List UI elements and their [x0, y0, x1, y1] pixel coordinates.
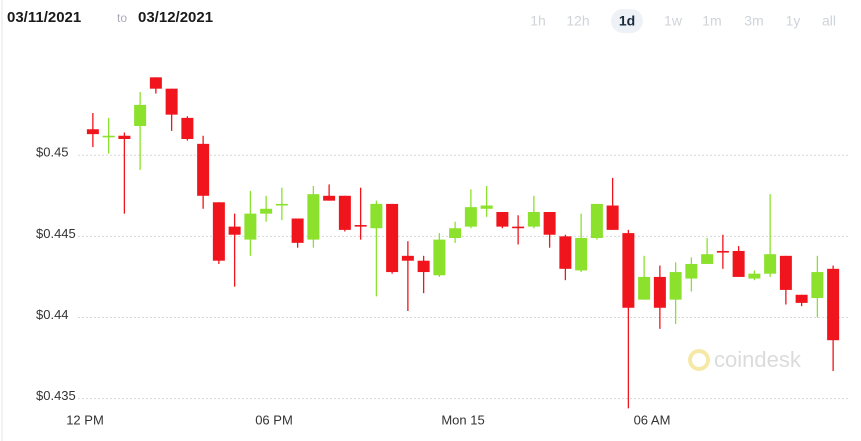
- range-button[interactable]: 1d: [619, 13, 635, 29]
- candle-body: [779, 255, 792, 290]
- range-button[interactable]: all: [822, 13, 836, 29]
- candle-body: [512, 226, 525, 229]
- candle-body: [606, 205, 619, 230]
- candle-body: [685, 263, 698, 279]
- candle-body: [149, 77, 162, 89]
- candle-body: [701, 254, 714, 264]
- y-tick-label: $0.445: [36, 226, 76, 241]
- candles: [86, 77, 840, 409]
- candle-body: [827, 268, 840, 341]
- range-button[interactable]: 1m: [702, 13, 721, 29]
- x-tick-label: 06 AM: [634, 412, 671, 427]
- candle-body: [118, 135, 131, 139]
- date-to: 03/12/2021: [138, 9, 213, 26]
- range-button[interactable]: 3m: [744, 13, 763, 29]
- candle-body: [134, 104, 147, 127]
- candle-body: [748, 273, 761, 279]
- candle-body: [590, 203, 603, 238]
- candle-body: [543, 212, 556, 235]
- candle-body: [575, 237, 588, 271]
- watermark-text: coindesk: [714, 347, 802, 372]
- candle-body: [275, 203, 288, 206]
- candle-body: [622, 233, 635, 308]
- candle-body: [260, 208, 273, 214]
- candle-body: [480, 205, 493, 209]
- candle-body: [496, 212, 509, 227]
- candle-body: [732, 250, 745, 277]
- candle-body: [449, 228, 462, 238]
- candle-body: [417, 260, 430, 273]
- candle-body: [197, 143, 210, 196]
- candle-body: [653, 276, 666, 308]
- date-from: 03/11/2021: [7, 9, 81, 26]
- watermark-logo: [688, 349, 710, 371]
- candle-body: [244, 213, 257, 240]
- range-button[interactable]: 1w: [664, 13, 683, 29]
- candle-body: [307, 194, 320, 240]
- range-active-bg: [611, 9, 643, 33]
- y-tick-label: $0.45: [36, 145, 69, 160]
- y-tick-label: $0.44: [36, 307, 69, 322]
- range-button[interactable]: 12h: [566, 13, 589, 29]
- candle-body: [291, 218, 304, 243]
- candle-body: [370, 203, 383, 229]
- x-tick-label: 06 PM: [255, 412, 293, 427]
- candle-body: [811, 272, 824, 299]
- candle-body: [559, 236, 572, 269]
- range-button[interactable]: 1h: [530, 13, 546, 29]
- candle-body: [102, 135, 115, 138]
- candle-body: [638, 276, 651, 300]
- candle-body: [323, 195, 336, 201]
- candle-body: [165, 88, 178, 115]
- candle-body: [212, 202, 225, 261]
- candle-body: [433, 239, 446, 276]
- date-sep: to: [117, 11, 127, 25]
- candle-body: [228, 226, 241, 235]
- y-tick-label: $0.435: [36, 388, 76, 403]
- x-tick-label: 12 PM: [66, 412, 104, 427]
- candle-body: [764, 254, 777, 274]
- x-tick-label: Mon 15: [441, 412, 484, 427]
- candle-body: [795, 294, 808, 303]
- candle-body: [401, 255, 414, 261]
- candle-body: [527, 212, 540, 227]
- candle-body: [181, 117, 194, 139]
- candle-body: [86, 129, 99, 135]
- candle-body: [354, 225, 367, 227]
- range-button[interactable]: 1y: [786, 13, 801, 29]
- candle-body: [386, 203, 399, 273]
- candle-body: [716, 250, 729, 253]
- candle-body: [669, 272, 682, 300]
- candle-body: [464, 207, 477, 227]
- candle-body: [338, 195, 351, 230]
- watermark: coindesk: [688, 347, 802, 372]
